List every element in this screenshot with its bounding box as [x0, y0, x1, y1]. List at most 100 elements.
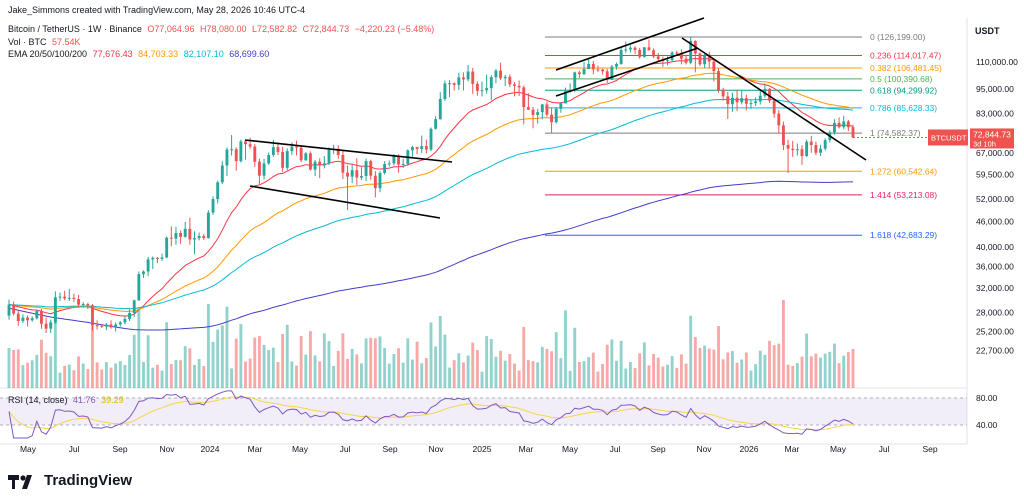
candle-body: [132, 300, 136, 313]
candle-body: [253, 146, 257, 162]
volume-bar: [633, 368, 637, 388]
candle-body: [466, 71, 470, 80]
candle-body: [318, 161, 322, 166]
candle-body: [53, 297, 57, 323]
candle-body: [429, 128, 433, 150]
candle-body: [777, 113, 781, 126]
volume-bar: [304, 354, 308, 388]
volume-bar: [805, 333, 809, 388]
candle-body: [327, 150, 331, 164]
candle-body: [155, 257, 159, 259]
y-tick-label: 67,000.00: [976, 148, 1014, 158]
candle-body: [58, 296, 62, 298]
ema200-value: 68,699.60: [229, 49, 270, 59]
volume-bar: [276, 362, 280, 388]
candle-body: [160, 257, 164, 259]
volume-bar: [327, 341, 331, 388]
volume-bar: [717, 326, 720, 388]
candle-body: [707, 54, 711, 62]
tradingview-logo[interactable]: TradingView: [8, 472, 132, 489]
volume-bar: [290, 361, 294, 388]
volume-bar: [313, 355, 317, 388]
candle-body: [740, 98, 744, 103]
volume-bar: [216, 329, 220, 388]
creator-text: Jake_Simmons created with TradingView.co…: [8, 5, 305, 15]
rsi-line: [8, 390, 854, 439]
volume-bar: [438, 315, 442, 388]
volume-bar: [197, 359, 201, 388]
candle-body: [448, 83, 451, 85]
candle-body: [508, 76, 512, 85]
y-tick-label: 95,000.00: [976, 84, 1014, 94]
candle-body: [424, 146, 428, 150]
candle-body: [397, 155, 400, 165]
volume-bar: [452, 360, 456, 388]
ema-20-line: [8, 57, 854, 317]
candle-body: [471, 71, 475, 84]
volume-bar: [652, 354, 656, 388]
candle-body: [675, 52, 679, 54]
ema50-value: 84,703.33: [138, 49, 179, 59]
ohlc-open: O77,064.96: [147, 24, 195, 34]
volume-bar: [730, 351, 734, 388]
volume-bar: [666, 364, 669, 388]
trendline-drawing: [249, 185, 441, 219]
volume-bar: [837, 363, 841, 388]
ema-200-line: [8, 180, 853, 331]
candle-body: [202, 235, 206, 239]
candle-body: [503, 76, 507, 79]
volume-bar: [485, 336, 489, 388]
rsi-band: [0, 398, 967, 425]
rsi-value: 41.76: [73, 395, 96, 405]
volume-bar: [499, 350, 502, 388]
trendline-drawing: [244, 139, 453, 163]
candle-body: [823, 140, 827, 149]
volume-bar: [536, 362, 540, 388]
ohlc-low: L72,582.82: [252, 24, 298, 34]
candle-body: [721, 89, 725, 97]
ema-100-line: [8, 98, 854, 310]
volume-bar: [411, 359, 414, 388]
volume-bar: [605, 344, 609, 388]
candle-body: [63, 296, 67, 299]
volume-bar: [503, 360, 507, 388]
volume-bar: [7, 348, 11, 388]
symbol-name[interactable]: Bitcoin / TetherUS · 1W · Binance: [8, 24, 142, 34]
volume-bar: [615, 360, 618, 388]
volume-bar: [142, 361, 145, 388]
x-tick-label: Sep: [650, 444, 665, 454]
x-tick-label: Nov: [159, 444, 175, 454]
volume-bar: [318, 361, 322, 388]
volume-bar: [513, 363, 516, 388]
y-tick-label: 52,000.00: [976, 194, 1014, 204]
x-tick-label: Nov: [428, 444, 444, 454]
y-tick-label: 36,000.00: [976, 261, 1014, 271]
volume-bar: [554, 332, 558, 388]
volume-bar: [559, 358, 563, 388]
volume-bar: [392, 354, 396, 388]
candle-body: [100, 325, 104, 327]
volume-bar: [336, 350, 340, 388]
volume-bar: [800, 356, 804, 388]
volume-bar: [726, 352, 730, 388]
x-tick-label: 2024: [201, 444, 220, 454]
candle-body: [35, 310, 39, 319]
candle-body: [420, 146, 424, 149]
volume-bar: [295, 365, 298, 388]
candle-body: [559, 103, 563, 109]
candle-body: [234, 149, 238, 162]
volume-bar: [299, 335, 303, 388]
volume-bar: [763, 354, 767, 388]
volume-bar: [846, 352, 850, 388]
volume-bar: [754, 364, 758, 388]
volume-bar: [480, 371, 484, 388]
ema-label[interactable]: EMA 20/50/100/200: [8, 49, 88, 59]
candle-body: [244, 141, 247, 145]
candle-body: [285, 151, 289, 168]
volume-bar: [466, 355, 470, 388]
candle-body: [387, 163, 391, 165]
rsi-name[interactable]: RSI (14, close): [8, 395, 68, 405]
volume-label[interactable]: Vol · BTC: [8, 37, 47, 47]
